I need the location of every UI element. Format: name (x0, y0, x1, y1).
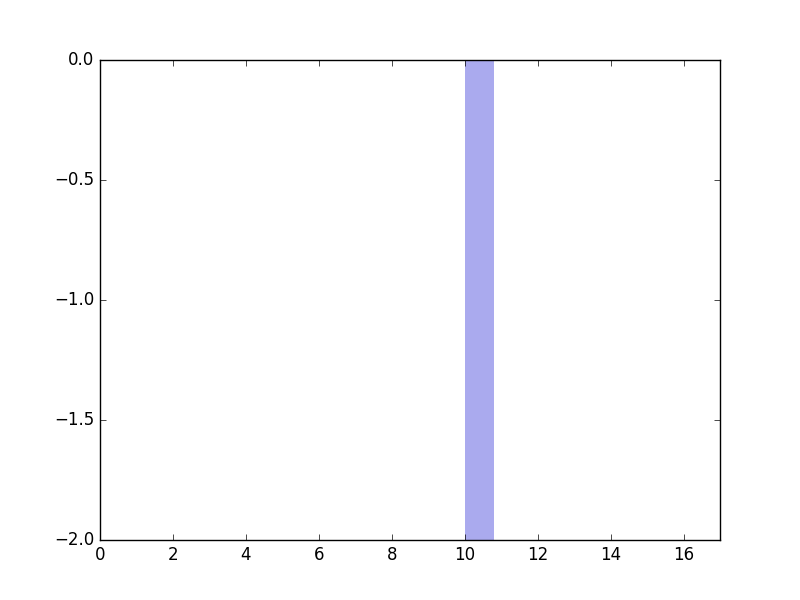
Bar (465, 60, 494, 540)
